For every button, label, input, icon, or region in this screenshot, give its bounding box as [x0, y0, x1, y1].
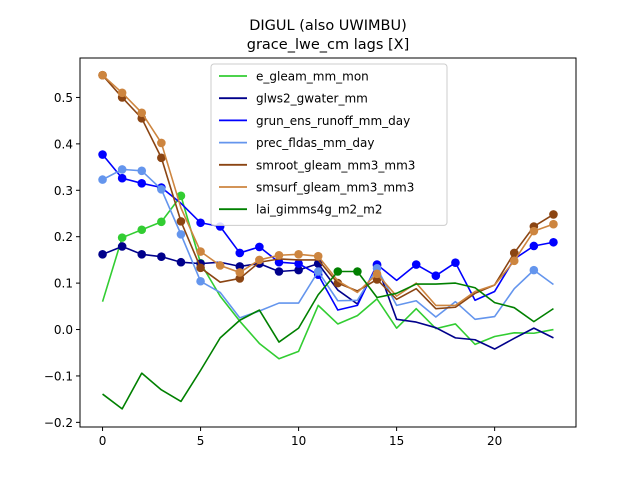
series-point-smroot_gleam_mm3_mm3 — [235, 274, 245, 283]
series-point-e_gleam_mm_mon — [157, 217, 166, 227]
series-point-smsurf_gleam_mm3_mm3 — [313, 251, 323, 261]
legend-label: smroot_gleam_mm3_mm3 — [256, 158, 415, 172]
series-point-e_gleam_mm_mon — [137, 225, 147, 235]
series-point-prec_fldas_mm_day — [196, 276, 205, 286]
y-tick-label: −0.1 — [44, 369, 73, 383]
y-tick-label: 0.1 — [54, 277, 73, 291]
legend-label: e_gleam_mm_mon — [256, 70, 369, 84]
x-tick-label: 10 — [291, 434, 306, 448]
series-point-smsurf_gleam_mm3_mm3 — [549, 219, 558, 229]
series-point-prec_fldas_mm_day — [157, 185, 166, 194]
legend-label: grun_ens_runoff_mm_day — [256, 114, 410, 128]
series-point-smsurf_gleam_mm3_mm3 — [117, 88, 127, 98]
legend-label: prec_fldas_mm_day — [256, 136, 375, 150]
legend-label: lai_gimms4g_m2_m2 — [256, 203, 383, 217]
series-point-smsurf_gleam_mm3_mm3 — [215, 261, 225, 270]
series-point-grun_ens_runoff_mm_day — [196, 218, 205, 228]
chart-subtitle: grace_lwe_cm lags [X] — [247, 37, 410, 53]
series-point-smsurf_gleam_mm3_mm3 — [529, 226, 539, 236]
y-tick-label: 0.4 — [54, 137, 73, 151]
y-tick-label: 0.3 — [54, 184, 73, 198]
axes-frame — [79, 57, 577, 428]
x-tick-label: 5 — [197, 434, 205, 448]
series-point-grun_ens_runoff_mm_day — [294, 259, 303, 268]
series-point-glws2_gwater_mm — [274, 267, 284, 276]
series-point-prec_fldas_mm_day — [529, 265, 539, 275]
series-point-smroot_gleam_mm3_mm3 — [157, 153, 166, 163]
series-line-prec_fldas_mm_day — [102, 168, 554, 321]
series-point-grun_ens_runoff_mm_day — [549, 237, 558, 247]
series-point-grun_ens_runoff_mm_day — [529, 241, 539, 251]
x-tick-label: 20 — [487, 434, 502, 448]
series-line-lai_gimms4g_m2_m2 — [102, 270, 554, 410]
series-point-lai_gimms4g_m2_m2 — [353, 267, 362, 276]
series-point-glws2_gwater_mm — [235, 262, 245, 271]
series-point-smroot_gleam_mm3_mm3 — [196, 263, 205, 273]
series-point-grun_ens_runoff_mm_day — [411, 260, 421, 269]
series-point-smroot_gleam_mm3_mm3 — [176, 217, 186, 226]
legend-box — [210, 63, 448, 226]
y-tick-label: 0.2 — [54, 230, 73, 244]
series-point-glws2_gwater_mm — [176, 257, 186, 267]
series-point-smsurf_gleam_mm3_mm3 — [235, 268, 245, 277]
series-point-grun_ens_runoff_mm_day — [451, 258, 460, 267]
legend-label: smsurf_gleam_mm3_mm3 — [256, 181, 414, 195]
series-point-grun_ens_runoff_mm_day — [117, 173, 127, 183]
series-point-glws2_gwater_mm — [294, 265, 303, 275]
axes: 0 5 10 15 20 −0.2 −0.1 0.0 0.1 0.2 0.3 0.4 0.5 — [44, 57, 577, 448]
series-point-prec_fldas_mm_day — [176, 230, 186, 239]
series-point-smsurf_gleam_mm3_mm3 — [137, 108, 147, 118]
series-line-smroot_gleam_mm3_mm3 — [101, 74, 554, 310]
series-point-prec_fldas_mm_day — [313, 267, 323, 276]
series-point-smroot_gleam_mm3_mm3 — [509, 248, 519, 258]
series-point-smsurf_gleam_mm3_mm3 — [372, 269, 382, 279]
series-point-smsurf_gleam_mm3_mm3 — [98, 70, 107, 80]
series-point-smsurf_gleam_mm3_mm3 — [509, 256, 519, 266]
series-point-e_gleam_mm_mon — [176, 191, 186, 201]
y-tick-label: −0.2 — [44, 416, 73, 430]
series-point-smroot_gleam_mm3_mm3 — [549, 210, 558, 219]
series-point-prec_fldas_mm_day — [98, 175, 107, 184]
series-point-smsurf_gleam_mm3_mm3 — [274, 250, 284, 260]
series-point-e_gleam_mm_mon — [117, 233, 127, 242]
series-point-grun_ens_runoff_mm_day — [235, 248, 245, 258]
y-tick-label: 0.0 — [54, 323, 73, 337]
series-point-lai_gimms4g_m2_m2 — [333, 267, 343, 276]
y-tick-label: 0.5 — [54, 91, 73, 105]
series-point-grun_ens_runoff_mm_day — [98, 150, 107, 159]
legend: e_gleam_mm_mon glws2_gwater_mm grun_ens_ru… — [210, 63, 448, 226]
series-point-smsurf_gleam_mm3_mm3 — [196, 247, 205, 256]
chart-title: DIGUL (also UWIMBU) — [249, 18, 407, 34]
series-point-smroot_gleam_mm3_mm3 — [333, 278, 343, 288]
x-tick-label: 15 — [389, 434, 404, 448]
series-point-smsurf_gleam_mm3_mm3 — [294, 250, 303, 259]
series-point-prec_fldas_mm_day — [117, 165, 127, 174]
series-point-glws2_gwater_mm — [98, 250, 107, 259]
series-point-grun_ens_runoff_mm_day — [431, 271, 441, 280]
series-line-grun_ens_runoff_mm_day — [101, 154, 554, 311]
series-point-glws2_gwater_mm — [137, 250, 147, 259]
series-point-grun_ens_runoff_mm_day — [255, 242, 264, 252]
legend-label: glws2_gwater_mm — [256, 92, 368, 106]
series-point-grun_ens_runoff_mm_day — [137, 179, 147, 188]
series-point-glws2_gwater_mm — [157, 252, 166, 261]
x-tick-label: 0 — [99, 434, 107, 448]
series-point-glws2_gwater_mm — [117, 242, 127, 251]
plot-area — [98, 70, 558, 410]
series-line-glws2_gwater_mm — [102, 245, 554, 350]
series-point-smsurf_gleam_mm3_mm3 — [157, 138, 166, 148]
series-point-prec_fldas_mm_day — [137, 166, 147, 176]
series-point-smsurf_gleam_mm3_mm3 — [255, 255, 264, 265]
